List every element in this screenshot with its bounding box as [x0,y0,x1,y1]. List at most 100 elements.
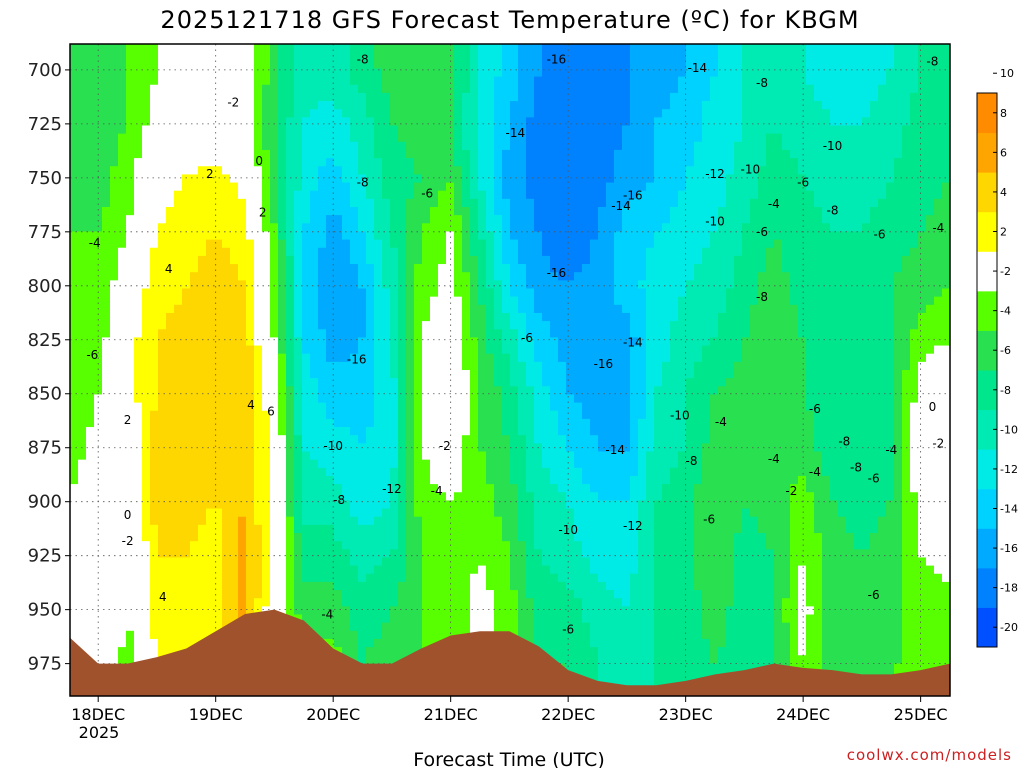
temperature-cell [102,622,111,632]
temperature-cell [230,166,239,175]
temperature-cell [430,394,439,404]
temperature-cell [526,288,535,298]
temperature-cell [478,549,487,559]
temperature-cell [174,427,183,436]
temperature-cell [430,247,439,257]
temperature-cell [350,353,359,363]
temperature-cell [134,198,143,208]
temperature-cell [182,223,191,233]
temperature-cell [246,386,255,396]
temperature-cell [350,44,359,53]
temperature-cell [70,475,79,485]
temperature-cell [190,484,199,493]
temperature-cell [502,475,511,485]
temperature-cell [542,125,551,135]
temperature-cell [190,573,199,583]
temperature-cell [294,76,303,86]
temperature-cell [478,427,487,436]
temperature-cell [366,182,375,192]
temperature-cell [446,516,455,526]
temperature-cell [78,52,87,61]
temperature-cell [150,117,159,127]
temperature-cell [278,141,287,151]
temperature-cell [414,353,423,363]
temperature-cell [134,255,143,265]
temperature-cell [534,321,543,330]
temperature-cell [414,223,423,233]
temperature-cell [206,378,215,387]
temperature-cell [78,516,87,526]
temperature-cell [382,533,391,542]
temperature-cell [262,516,271,526]
temperature-cell [446,207,455,216]
temperature-cell [78,508,87,518]
temperature-cell [318,402,327,412]
temperature-cell [222,435,231,444]
temperature-cell [286,125,295,135]
temperature-cell [238,370,247,379]
temperature-cell [318,435,327,444]
temperature-cell [206,198,215,208]
temperature-cell [318,427,327,436]
temperature-cell [486,516,495,526]
temperature-cell [270,215,279,224]
temperature-cell [542,492,551,501]
temperature-cell [374,378,383,387]
temperature-cell [174,125,183,135]
temperature-cell [246,117,255,127]
temperature-cell [310,508,319,518]
temperature-cell [214,581,223,591]
temperature-cell [126,394,135,404]
temperature-cell [78,288,87,298]
temperature-cell [438,630,447,640]
temperature-cell [478,378,487,387]
temperature-cell [230,581,239,591]
temperature-cell [278,361,287,371]
temperature-cell [430,467,439,477]
temperature-cell [334,158,343,167]
temperature-cell [390,394,399,404]
temperature-cell [334,296,343,306]
temperature-cell [262,321,271,330]
temperature-cell [518,166,527,175]
temperature-cell [78,60,87,70]
temperature-cell [430,386,439,396]
temperature-cell [470,410,479,420]
temperature-cell [550,312,559,322]
temperature-cell [342,394,351,404]
temperature-cell [110,573,119,583]
temperature-cell [470,125,479,135]
temperature-cell [374,598,383,607]
temperature-cell [390,370,399,379]
temperature-cell [478,435,487,444]
temperature-cell [446,549,455,559]
temperature-cell [510,378,519,387]
temperature-cell [502,467,511,477]
temperature-cell [446,223,455,233]
temperature-cell [158,125,167,135]
temperature-cell [118,215,127,224]
temperature-cell [78,524,87,534]
temperature-cell [414,207,423,216]
temperature-cell [366,378,375,387]
temperature-cell [366,60,375,70]
temperature-cell [542,84,551,94]
temperature-cell [206,76,215,86]
temperature-cell [326,590,335,599]
temperature-cell [454,353,463,363]
temperature-cell [350,345,359,355]
temperature-cell [358,223,367,233]
temperature-cell [382,557,391,567]
temperature-cell [302,247,311,257]
temperature-cell [438,280,447,290]
temperature-cell [518,500,527,510]
temperature-cell [446,52,455,61]
temperature-cell [134,239,143,249]
temperature-cell [134,573,143,583]
temperature-cell [110,638,119,648]
temperature-cell [334,109,343,118]
temperature-cell [446,565,455,575]
temperature-cell [366,622,375,632]
temperature-cell [134,622,143,632]
temperature-cell [494,598,503,607]
